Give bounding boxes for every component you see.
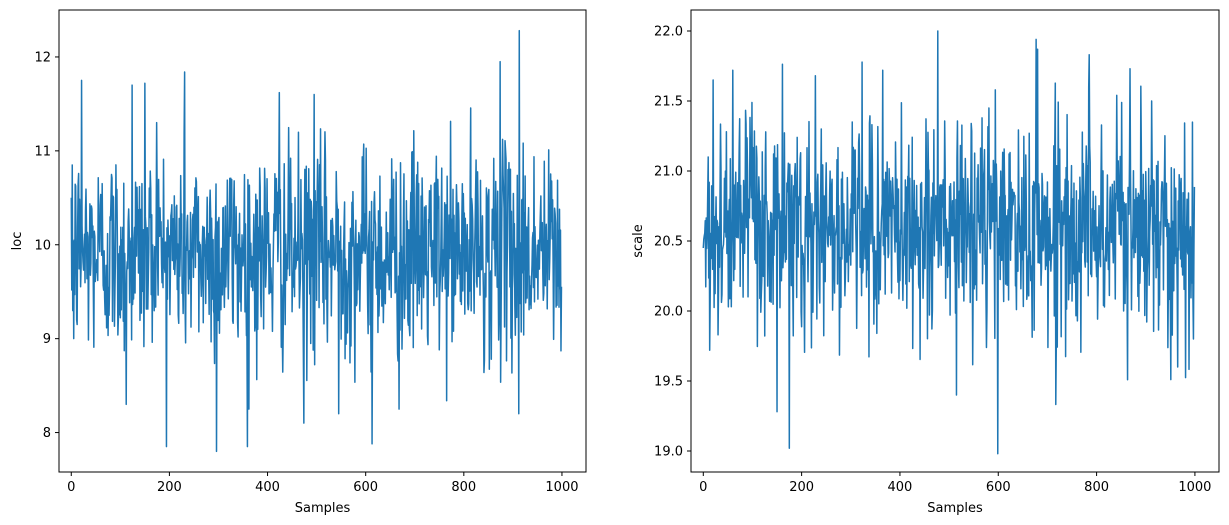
x-tick-label: 400: [888, 480, 913, 495]
x-tick-label: 600: [353, 480, 378, 495]
series-line-loc: [70, 29, 563, 453]
x-tick-label: 800: [451, 480, 476, 495]
y-tick-label: 11: [34, 144, 51, 159]
x-tick-label: 1000: [1178, 480, 1211, 495]
x-tick-label: 800: [1084, 480, 1109, 495]
x-tick-label: 200: [157, 480, 182, 495]
trace-scale: [702, 30, 1196, 455]
y-ticks-scale: 19.0 19.5 20.0 20.5 21.0 21.5 22.0: [654, 25, 691, 460]
y-tick-label: 10: [34, 238, 51, 253]
y-tick-label: 21.5: [654, 95, 683, 110]
x-ticks-scale: 0 200 400 600 800 1000: [699, 472, 1211, 495]
x-tick-label: 1000: [545, 480, 578, 495]
y-tick-label: 21.0: [654, 165, 683, 180]
y-tick-label: 22.0: [654, 25, 683, 40]
y-tick-label: 19.0: [654, 445, 683, 460]
y-tick-label: 8: [43, 426, 51, 441]
x-tick-label: 600: [986, 480, 1011, 495]
x-tick-label: 400: [255, 480, 280, 495]
y-ticks-loc: 8 9 10 11 12: [34, 50, 59, 441]
series-line-scale: [702, 30, 1196, 455]
x-tick-label: 200: [789, 480, 814, 495]
y-tick-label: 20.5: [654, 235, 683, 250]
y-tick-label: 9: [43, 332, 51, 347]
trace-loc: [70, 29, 563, 453]
y-axis-label-scale: scale: [631, 224, 646, 258]
x-tick-label: 0: [699, 480, 707, 495]
chart-loc: 0 200 400 600 800 1000 8 9 10 11 12 Samples loc: [10, 9, 587, 516]
plot-frame-loc: [58, 9, 587, 473]
chart-scale: 0 200 400 600 800 1000 19.0 19.5 20.0 20.5 21.0 21…: [631, 9, 1220, 516]
x-ticks-loc: 0 200 400 600 800 1000: [67, 472, 579, 495]
x-tick-label: 0: [67, 480, 75, 495]
y-tick-label: 19.5: [654, 375, 683, 390]
plot-frame-scale: [690, 9, 1220, 473]
y-tick-label: 20.0: [654, 305, 683, 320]
x-axis-label-loc: Samples: [295, 501, 351, 516]
y-tick-label: 12: [34, 50, 51, 65]
x-axis-label-scale: Samples: [927, 501, 983, 516]
y-axis-label-loc: loc: [10, 232, 25, 251]
